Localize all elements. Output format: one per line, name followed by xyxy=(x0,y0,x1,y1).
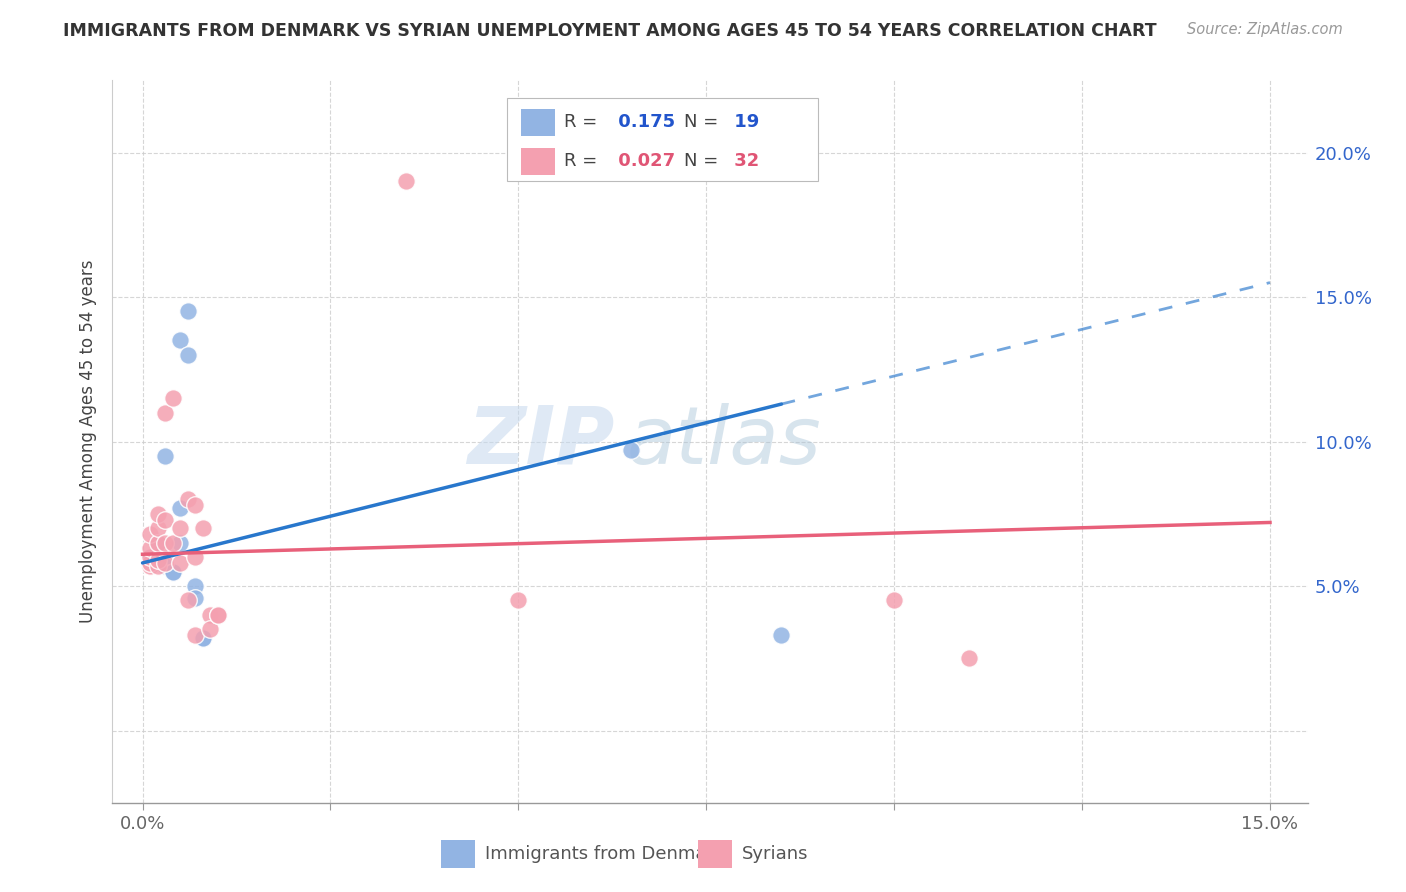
Point xyxy=(169,334,191,348)
Point xyxy=(169,501,191,516)
Point xyxy=(169,521,191,535)
FancyBboxPatch shape xyxy=(508,98,818,181)
Text: 32: 32 xyxy=(728,152,759,169)
Point xyxy=(176,348,198,362)
Point xyxy=(620,443,643,458)
Point xyxy=(146,553,169,567)
Point xyxy=(394,174,416,188)
Point xyxy=(957,651,980,665)
Point xyxy=(153,535,176,549)
Point xyxy=(139,550,162,565)
Text: 0.027: 0.027 xyxy=(612,152,675,169)
Point xyxy=(139,541,162,556)
Point xyxy=(139,550,162,565)
Point xyxy=(184,628,207,642)
Text: Immigrants from Denmark: Immigrants from Denmark xyxy=(485,845,724,863)
Point xyxy=(191,631,214,645)
Point xyxy=(162,535,184,549)
Text: atlas: atlas xyxy=(627,402,821,481)
Point xyxy=(153,553,176,567)
FancyBboxPatch shape xyxy=(699,840,731,868)
FancyBboxPatch shape xyxy=(522,148,555,175)
Text: R =: R = xyxy=(564,112,603,130)
Point xyxy=(146,507,169,521)
Point xyxy=(176,593,198,607)
Point xyxy=(207,607,229,622)
Point xyxy=(191,521,214,535)
FancyBboxPatch shape xyxy=(441,840,475,868)
Point xyxy=(146,535,169,549)
Point xyxy=(162,565,184,579)
Point xyxy=(153,556,176,570)
Point xyxy=(146,556,169,570)
Point xyxy=(207,607,229,622)
Text: N =: N = xyxy=(683,112,724,130)
Point xyxy=(169,535,191,549)
Point xyxy=(184,550,207,565)
Point xyxy=(139,558,162,573)
Text: 0.175: 0.175 xyxy=(612,112,675,130)
Text: Syrians: Syrians xyxy=(742,845,808,863)
Point xyxy=(146,558,169,573)
Point xyxy=(198,623,221,637)
Point xyxy=(184,498,207,512)
Text: IMMIGRANTS FROM DENMARK VS SYRIAN UNEMPLOYMENT AMONG AGES 45 TO 54 YEARS CORRELA: IMMIGRANTS FROM DENMARK VS SYRIAN UNEMPL… xyxy=(63,22,1157,40)
Text: Source: ZipAtlas.com: Source: ZipAtlas.com xyxy=(1187,22,1343,37)
Point xyxy=(883,593,905,607)
Text: R =: R = xyxy=(564,152,603,169)
Point xyxy=(162,391,184,405)
Point xyxy=(169,556,191,570)
Point xyxy=(146,521,169,535)
Point xyxy=(146,535,169,549)
Point xyxy=(184,579,207,593)
Point xyxy=(508,593,530,607)
Point xyxy=(176,492,198,507)
Point xyxy=(153,558,176,573)
Text: ZIP: ZIP xyxy=(467,402,614,481)
FancyBboxPatch shape xyxy=(522,109,555,136)
Point xyxy=(139,556,162,570)
Point xyxy=(198,607,221,622)
Text: 19: 19 xyxy=(728,112,759,130)
Point xyxy=(153,512,176,526)
Y-axis label: Unemployment Among Ages 45 to 54 years: Unemployment Among Ages 45 to 54 years xyxy=(79,260,97,624)
Point xyxy=(153,449,176,463)
Text: N =: N = xyxy=(683,152,724,169)
Point xyxy=(191,631,214,645)
Point xyxy=(184,591,207,605)
Point xyxy=(139,527,162,541)
Point xyxy=(162,565,184,579)
Point xyxy=(770,628,793,642)
Point xyxy=(176,304,198,318)
Point xyxy=(153,406,176,420)
